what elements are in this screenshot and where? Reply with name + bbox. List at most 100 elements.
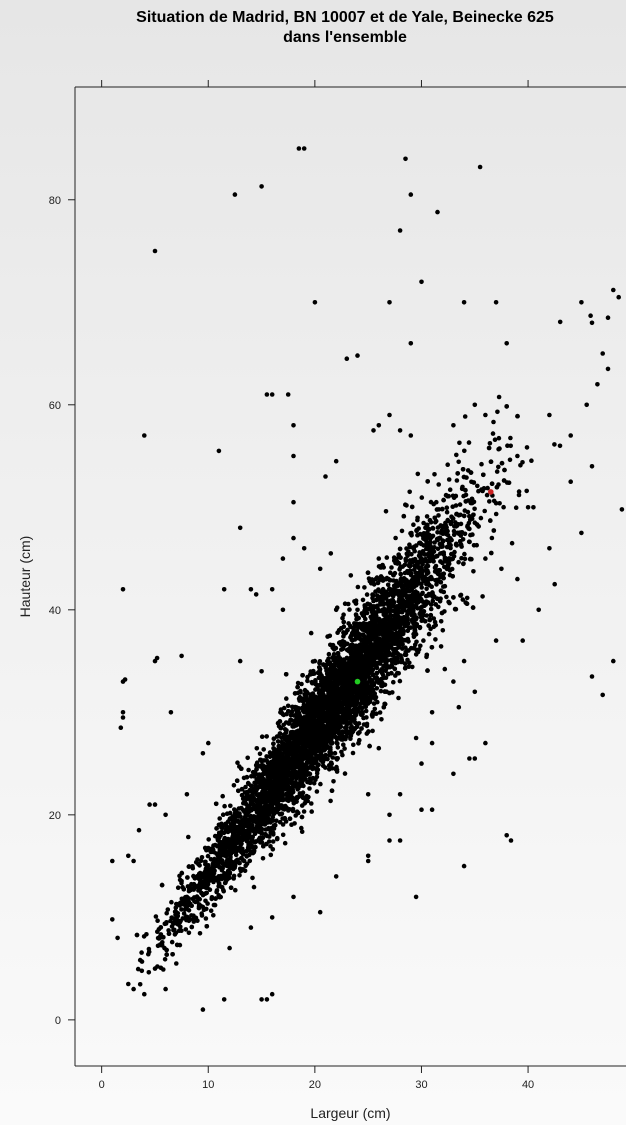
data-point bbox=[397, 567, 402, 572]
data-point bbox=[331, 779, 336, 784]
data-point bbox=[374, 593, 380, 598]
data-point bbox=[398, 580, 404, 585]
data-point bbox=[179, 907, 184, 912]
data-point bbox=[404, 546, 409, 551]
data-point bbox=[412, 548, 418, 554]
data-point bbox=[284, 791, 289, 796]
chart-title: Situation de Madrid, BN 10007 et de Yale… bbox=[0, 8, 626, 48]
data-point bbox=[451, 532, 457, 537]
data-point bbox=[376, 629, 382, 634]
data-point bbox=[428, 606, 434, 612]
data-point bbox=[261, 747, 267, 752]
data-point bbox=[181, 911, 187, 916]
data-point bbox=[205, 853, 211, 859]
data-point bbox=[237, 873, 242, 878]
data-point bbox=[155, 943, 161, 949]
data-point bbox=[466, 440, 472, 445]
data-point bbox=[253, 829, 258, 834]
data-point bbox=[290, 808, 296, 814]
data-point bbox=[305, 678, 310, 684]
data-point bbox=[139, 950, 144, 955]
data-point bbox=[507, 457, 513, 463]
data-point bbox=[184, 917, 189, 923]
data-point bbox=[415, 649, 421, 655]
data-point bbox=[467, 513, 472, 519]
data-point bbox=[447, 487, 453, 493]
data-point bbox=[450, 504, 456, 510]
data-point bbox=[257, 751, 263, 757]
data-point bbox=[260, 856, 266, 861]
data-point bbox=[358, 701, 363, 706]
data-point bbox=[397, 678, 403, 684]
data-point bbox=[305, 674, 310, 680]
data-point bbox=[450, 516, 456, 521]
data-point bbox=[489, 535, 495, 541]
data-point bbox=[431, 616, 437, 621]
data-point bbox=[305, 798, 311, 804]
data-point bbox=[287, 816, 293, 821]
data-point bbox=[457, 440, 462, 446]
data-point bbox=[271, 746, 276, 751]
data-point bbox=[139, 968, 145, 974]
data-point bbox=[408, 625, 414, 630]
data-point bbox=[209, 896, 214, 902]
data-point bbox=[407, 489, 413, 495]
data-point bbox=[186, 834, 191, 840]
data-point bbox=[327, 752, 332, 758]
data-point bbox=[371, 701, 377, 706]
data-point bbox=[492, 437, 498, 443]
data-point bbox=[162, 957, 168, 962]
data-point bbox=[206, 837, 211, 842]
data-point bbox=[347, 607, 352, 612]
data-point bbox=[392, 570, 398, 576]
data-point bbox=[466, 526, 471, 531]
data-point bbox=[228, 803, 233, 809]
data-point bbox=[438, 551, 443, 556]
data-point bbox=[313, 679, 318, 684]
data-point bbox=[317, 659, 323, 664]
data-point bbox=[146, 951, 151, 957]
data-point bbox=[494, 469, 500, 474]
data-point bbox=[179, 880, 184, 886]
data-point bbox=[244, 861, 250, 867]
data-point bbox=[235, 760, 240, 765]
data-point bbox=[460, 597, 466, 602]
data-point bbox=[413, 543, 419, 548]
data-point bbox=[383, 596, 389, 601]
data-point bbox=[239, 805, 244, 811]
data-point bbox=[459, 555, 464, 561]
data-point bbox=[355, 584, 361, 590]
data-point bbox=[415, 471, 421, 477]
data-point bbox=[251, 884, 257, 890]
data-point bbox=[421, 543, 427, 548]
data-point bbox=[208, 908, 214, 913]
data-point bbox=[529, 458, 534, 464]
data-point bbox=[329, 766, 335, 771]
data-point bbox=[229, 837, 234, 842]
data-point bbox=[214, 889, 219, 895]
data-point bbox=[424, 586, 429, 592]
data-point bbox=[436, 513, 441, 518]
data-point bbox=[399, 659, 405, 665]
data-point bbox=[418, 643, 423, 649]
data-point bbox=[212, 902, 218, 908]
data-point bbox=[377, 710, 383, 715]
data-point bbox=[420, 590, 425, 596]
data-point bbox=[202, 870, 207, 876]
data-point bbox=[361, 632, 366, 638]
data-point bbox=[270, 839, 276, 844]
data-point bbox=[363, 708, 369, 714]
data-point bbox=[391, 578, 396, 583]
data-points bbox=[110, 146, 625, 1012]
data-point bbox=[383, 668, 388, 674]
data-point bbox=[411, 522, 416, 527]
data-point bbox=[400, 588, 405, 593]
data-point bbox=[267, 775, 273, 780]
data-point bbox=[308, 701, 314, 706]
data-point bbox=[323, 752, 329, 758]
data-point bbox=[496, 464, 501, 470]
data-point bbox=[254, 824, 259, 830]
data-point bbox=[431, 558, 436, 564]
data-point bbox=[351, 742, 356, 748]
data-point bbox=[364, 592, 370, 597]
